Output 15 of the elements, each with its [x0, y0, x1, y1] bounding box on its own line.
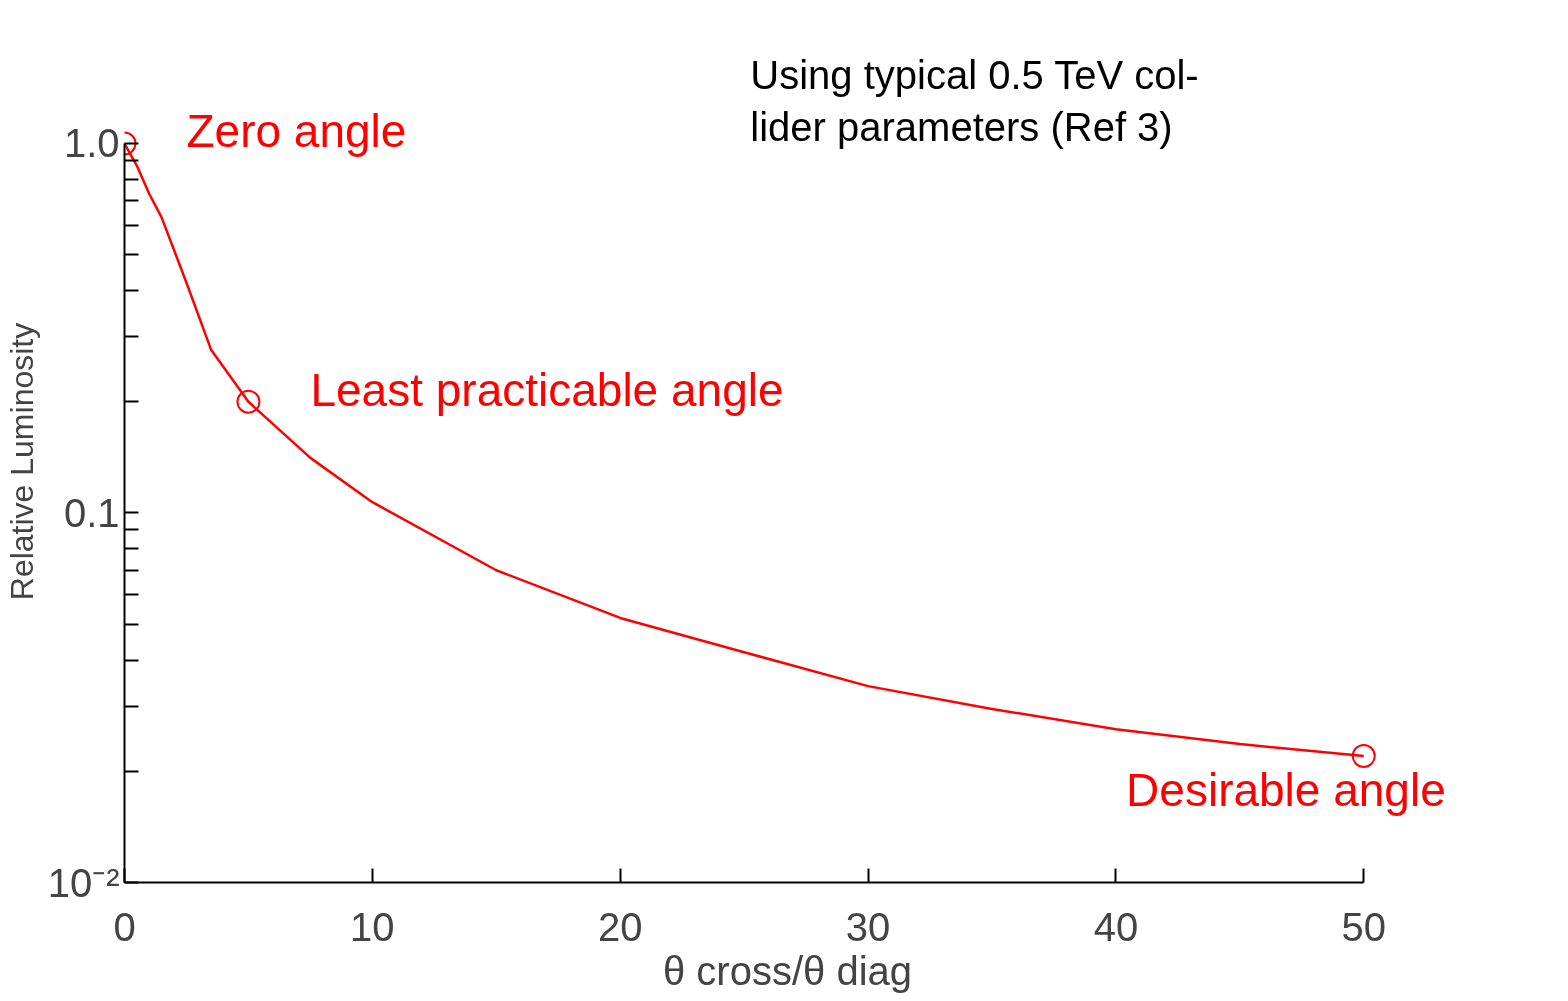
- y-tick-label: 1.0: [63, 121, 120, 166]
- x-tick-label: 20: [597, 904, 643, 949]
- x-axis-title: θ cross/θ diag: [662, 948, 913, 993]
- x-tick-label: 10: [350, 904, 395, 949]
- x-tick-label: 40: [1093, 904, 1139, 949]
- annotation: Desirable angle: [1126, 763, 1446, 816]
- y-tick-label: 0.1: [63, 491, 120, 535]
- annotation: Least practicable angle: [310, 363, 784, 416]
- x-tick-label: 30: [845, 904, 891, 949]
- y-tick-label: 10⁻²: [47, 860, 120, 905]
- x-tick-label: 50: [1341, 904, 1387, 949]
- x-tick-label: 0: [113, 904, 136, 949]
- annotation: Using typical 0.5 TeV col- lider parameters (Ref 3): [750, 52, 1199, 150]
- annotation: Zero angle: [186, 105, 407, 158]
- y-axis-title: Relative Luminosity: [3, 322, 40, 601]
